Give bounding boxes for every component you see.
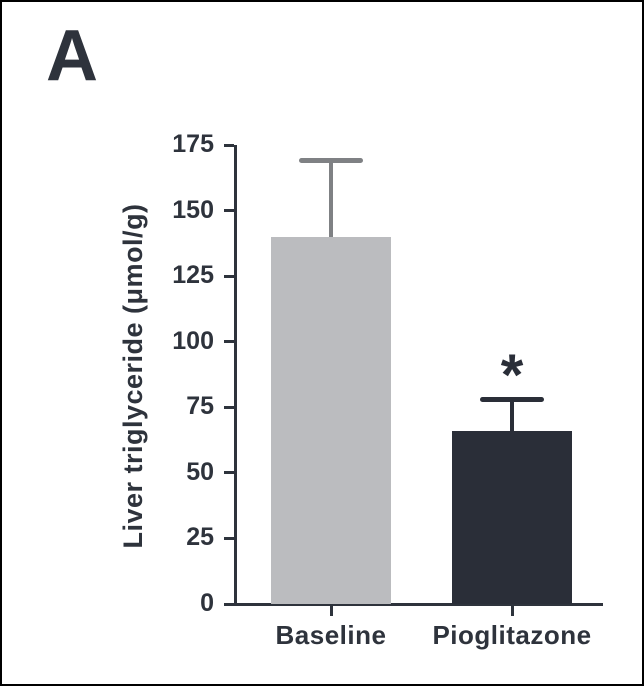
bar-pioglitazone bbox=[452, 430, 572, 604]
significance-asterisk: * bbox=[500, 343, 524, 409]
y-axis-tick bbox=[224, 602, 234, 606]
x-category-label-pioglitazone: Pioglitazone bbox=[432, 620, 592, 650]
bar-baseline bbox=[271, 236, 391, 604]
y-tick-label: 75 bbox=[186, 392, 214, 421]
y-axis-tick bbox=[224, 209, 234, 213]
error-bar-cap bbox=[299, 158, 363, 164]
y-tick-label: 50 bbox=[186, 457, 214, 486]
x-axis-tick bbox=[329, 605, 333, 616]
y-tick-label: 25 bbox=[186, 523, 214, 552]
error-bar-stem bbox=[510, 399, 514, 431]
error-bar-stem bbox=[329, 160, 333, 237]
y-axis-title: Liver triglyceride (μmol/g) bbox=[118, 203, 148, 549]
x-category-label-baseline: Baseline bbox=[275, 620, 387, 650]
y-tick-label: 175 bbox=[172, 130, 214, 158]
y-axis-tick bbox=[224, 274, 234, 278]
y-axis-tick bbox=[224, 340, 234, 344]
y-tick-label: 125 bbox=[172, 261, 214, 290]
y-axis-tick bbox=[224, 536, 234, 540]
x-axis-tick bbox=[510, 605, 514, 616]
y-axis-line bbox=[234, 145, 237, 606]
error-bar-cap bbox=[480, 396, 544, 402]
y-axis-tick bbox=[224, 471, 234, 475]
y-tick-label: 150 bbox=[172, 195, 214, 224]
y-tick-label: 100 bbox=[172, 326, 214, 355]
panel-label: A bbox=[46, 16, 98, 96]
y-axis-tick bbox=[224, 405, 234, 409]
x-axis-line bbox=[234, 602, 603, 606]
y-tick-label: 0 bbox=[200, 589, 214, 617]
y-axis-tick bbox=[224, 143, 234, 147]
